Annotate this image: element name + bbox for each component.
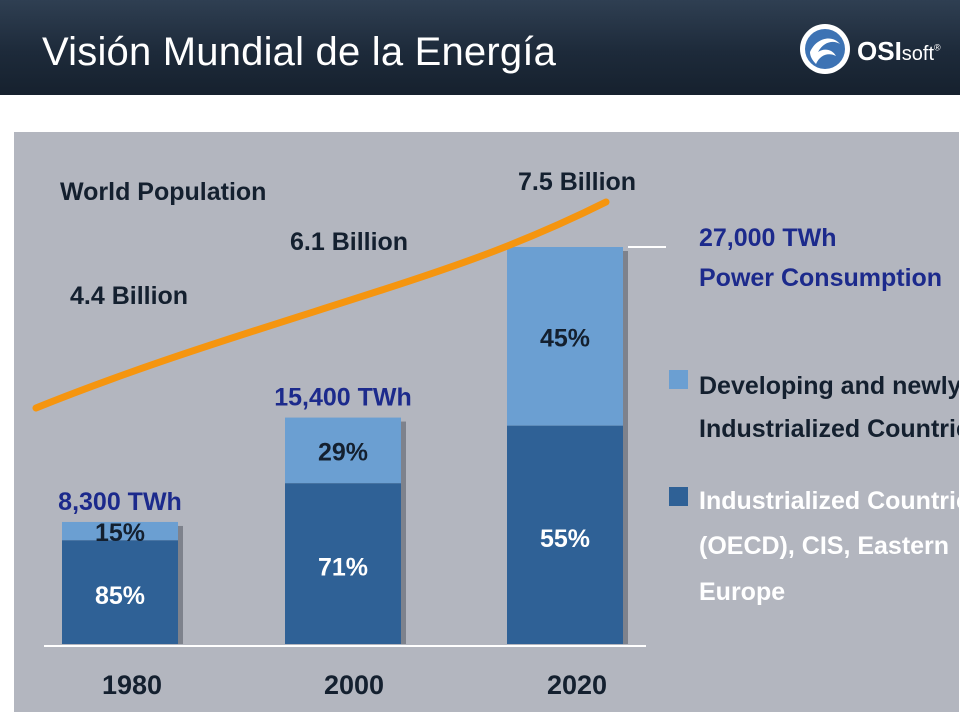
total-label-1980: 8,300 TWh <box>58 488 182 516</box>
total-label-2000: 15,400 TWh <box>274 384 412 412</box>
legend-swatch-1 <box>669 370 688 389</box>
bar-shadow-2000 <box>401 421 406 644</box>
bar-developing-2020 <box>507 247 623 426</box>
population-curve <box>32 198 610 412</box>
population-label-2000: 6.1 Billion <box>290 228 408 256</box>
percent-label-developing-1980: 15% <box>95 519 145 547</box>
percent-label-industrialized-1980: 85% <box>95 582 145 610</box>
x-tick-2000: 2000 <box>324 670 384 700</box>
bar-industrialized-2020 <box>507 425 623 644</box>
percent-label-developing-2020: 45% <box>540 324 590 352</box>
bar-industrialized-1980 <box>62 540 178 644</box>
total-label-suffix: Power Consumption <box>699 264 942 292</box>
page-title: Visión Mundial de la Energía <box>42 30 557 74</box>
legend-label-1-line-1: Developing and newly <box>699 372 959 400</box>
population-label-2020: 7.5 Billion <box>518 168 636 196</box>
bar-shadow-2020 <box>623 251 628 644</box>
total-label-2020: 27,000 TWh <box>699 224 837 252</box>
legend-label-2-line-3: Europe <box>699 578 785 606</box>
energy-chart: 15% 85% 1980 8,300 TWh 29% 71% 2000 15,400 TWh 4… <box>14 132 959 712</box>
legend-label-2-line-1: Industrialized Countries <box>699 487 959 515</box>
bar-shadow-1980 <box>178 525 183 644</box>
percent-label-industrialized-2020: 55% <box>540 525 590 553</box>
osisoft-logo: OSIsoft® <box>798 22 948 76</box>
percent-label-developing-2000: 29% <box>318 438 368 466</box>
logo-wordmark: OSIsoft® <box>857 36 941 66</box>
population-label-1980: 4.4 Billion <box>70 282 188 310</box>
title-bar: Visión Mundial de la Energía OSIsoft® <box>0 0 960 95</box>
bar-developing-1980 <box>62 521 178 541</box>
chart-svg: 15% 85% 1980 8,300 TWh 29% 71% 2000 15,400 TWh 4… <box>14 132 959 712</box>
percent-label-industrialized-2000: 71% <box>318 554 368 582</box>
x-tick-1980: 1980 <box>102 670 162 700</box>
osisoft-emblem-icon <box>800 24 850 74</box>
x-tick-2020: 2020 <box>547 670 607 700</box>
bar-industrialized-2000 <box>285 483 401 644</box>
legend-label-2-line-2: (OECD), CIS, Eastern <box>699 532 949 560</box>
legend-label-1-line-2: Industrialized Countries <box>699 415 959 443</box>
bar-developing-2000 <box>285 417 401 484</box>
population-title: World Population <box>60 178 266 206</box>
legend-swatch-2 <box>669 487 688 506</box>
